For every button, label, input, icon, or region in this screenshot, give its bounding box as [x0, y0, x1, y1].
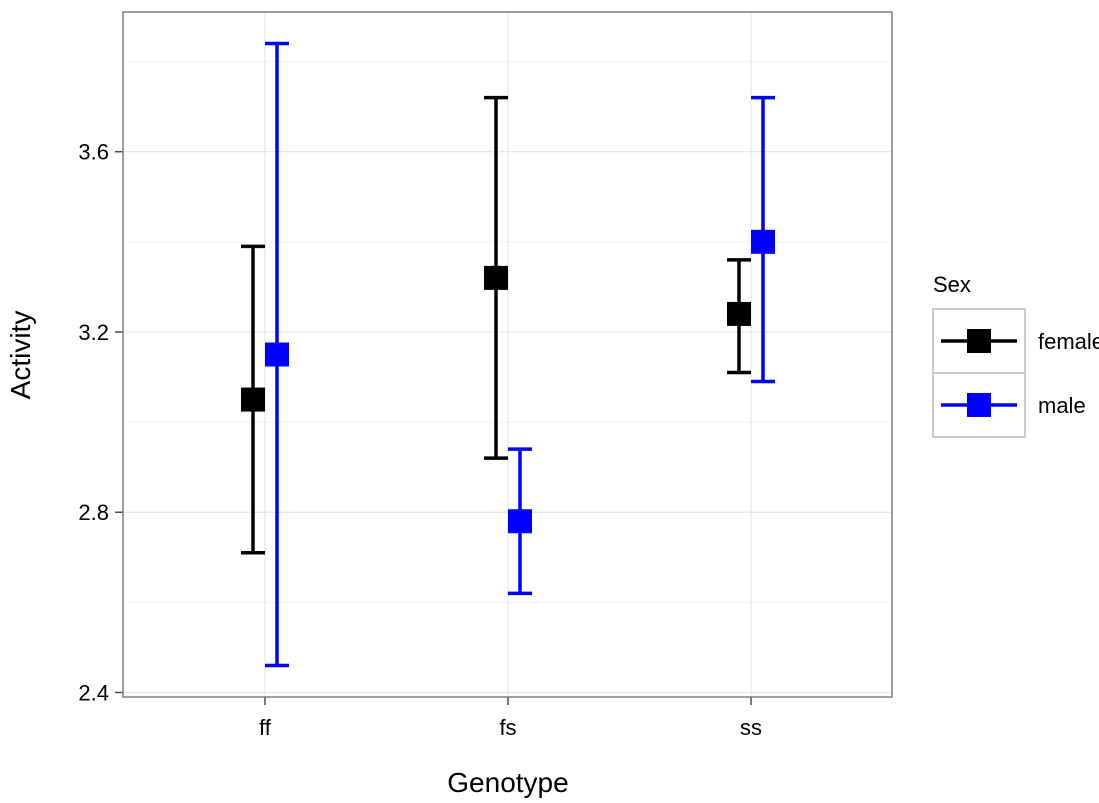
y-tick-label: 2.4 [78, 680, 109, 705]
point-marker [751, 229, 775, 254]
legend-item-male: male [932, 372, 1086, 438]
point-marker [265, 342, 289, 367]
data-point-male-fs [508, 447, 532, 596]
x-tick-label: fs [499, 715, 516, 740]
legend-title: Sex [933, 272, 971, 297]
data-point-female-ff [241, 244, 265, 555]
point-marker [508, 509, 532, 534]
y-tick-label: 3.2 [78, 320, 109, 345]
legend-key-marker [967, 329, 991, 353]
x-tick-label: ss [740, 715, 762, 740]
legend: Sex female male [932, 272, 1099, 438]
y-tick-label: 2.8 [78, 500, 109, 525]
legend-label: male [1038, 393, 1086, 418]
data-point-male-ss [751, 95, 775, 384]
x-axis-title: Genotype [447, 767, 568, 798]
plot-border [122, 11, 893, 698]
point-marker [484, 265, 508, 290]
x-axis: ff fs ss [259, 697, 762, 740]
y-tick-label: 3.6 [78, 140, 109, 165]
y-axis-title: Activity [5, 311, 36, 400]
point-marker [241, 387, 265, 412]
data-point-female-ss [727, 258, 751, 375]
y-axis: 2.4 2.8 3.2 3.6 [78, 140, 123, 705]
legend-item-female: female [932, 308, 1099, 374]
legend-key-marker [967, 393, 991, 417]
legend-label: female [1038, 329, 1099, 354]
data-point-male-ff [265, 41, 289, 668]
data-point-female-fs [484, 95, 508, 460]
x-tick-label: ff [259, 715, 272, 740]
data-marks [241, 41, 775, 668]
point-marker [727, 301, 751, 326]
legend-items: female male [932, 308, 1099, 438]
grid-lines [123, 12, 892, 697]
